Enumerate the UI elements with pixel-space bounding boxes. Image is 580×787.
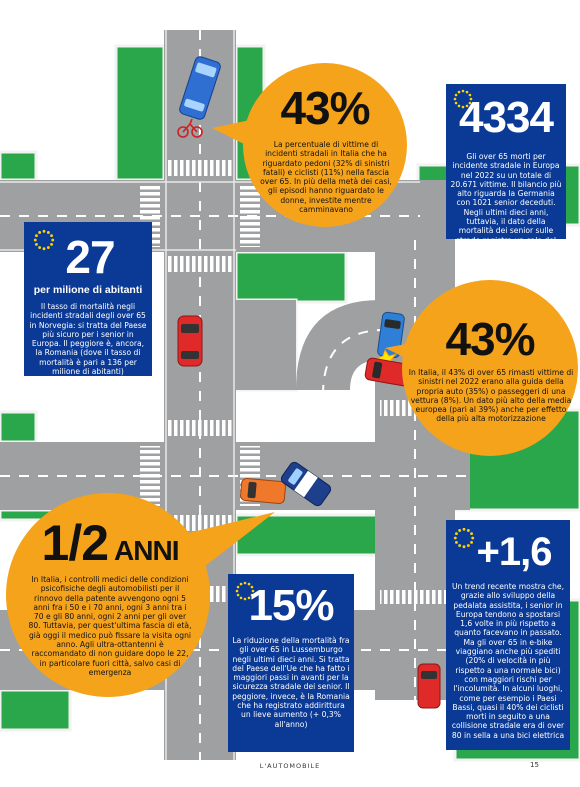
eu-star — [465, 104, 469, 108]
orange-car — [240, 478, 286, 504]
eu-star — [42, 247, 46, 251]
eu-star — [247, 596, 251, 600]
footer-page-number: 15 — [530, 761, 539, 769]
eu-star — [454, 93, 458, 97]
stat-europe-value: 4334 — [459, 93, 554, 142]
eu-star — [462, 527, 466, 531]
eu-star — [468, 93, 472, 97]
eu-stars-icon — [453, 89, 473, 109]
bicycle — [177, 118, 203, 138]
eu-star — [243, 597, 247, 601]
orange-bubbles — [6, 63, 578, 697]
stat-pedestrians-text: La percentuale di vittime di incidenti s… — [260, 140, 392, 215]
eu-star — [46, 246, 50, 249]
eu-star — [470, 540, 473, 544]
eu-star — [461, 89, 465, 93]
eu-star — [470, 532, 473, 536]
eu-star — [235, 589, 239, 593]
eu-star — [471, 536, 475, 540]
eu-star — [243, 581, 247, 585]
stat-license-unit: ANNI — [114, 535, 179, 566]
stat-ebike-value: +1,6 — [476, 530, 553, 574]
eu-star — [251, 589, 255, 593]
eu-star — [468, 101, 472, 105]
blue-van — [179, 56, 221, 120]
eu-star — [50, 234, 53, 238]
eu-star — [462, 545, 466, 549]
red-car-right — [417, 663, 441, 709]
eu-star — [46, 231, 50, 234]
stat-europe-text: Gli over 65 morti per incidente stradale… — [450, 152, 562, 254]
eu-star — [458, 529, 462, 532]
police-car — [280, 461, 332, 507]
eu-star — [455, 532, 458, 536]
eu-star — [250, 585, 254, 589]
stat-ebike-box — [446, 520, 570, 750]
stat-norway-text: Il tasso di mortalità negli incidenti st… — [29, 302, 147, 377]
stat-norway-value: 27 — [65, 231, 115, 283]
stat-drivers-value: 43% — [445, 313, 535, 365]
stat-norway-subtitle: per milione di abitanti — [33, 284, 143, 296]
eu-star — [466, 544, 470, 547]
stat-ebike-text: Un trend recente mostra che, grazie allo… — [451, 582, 565, 740]
eu-star — [457, 104, 461, 108]
stat-luxembourg-value: 15% — [248, 581, 334, 630]
stat-drivers-text: In Italia, il 43% di over 65 rimasti vit… — [408, 368, 574, 424]
stat-norway-box — [24, 222, 152, 376]
eu-star — [247, 582, 251, 586]
eu-star — [455, 540, 458, 544]
eu-stars-icon — [453, 527, 475, 549]
eu-star — [38, 231, 42, 234]
eu-star — [457, 90, 461, 94]
eu-star — [42, 229, 46, 233]
eu-star — [35, 242, 38, 246]
eu-star — [33, 238, 37, 242]
eu-stars-icon — [33, 229, 55, 251]
eu-star — [250, 593, 254, 597]
eu-star — [236, 593, 240, 597]
eu-star — [51, 238, 55, 242]
stat-europe-box — [446, 84, 566, 239]
eu-stars-icon — [235, 581, 255, 601]
stat-luxembourg-text: La riduzione della mortalità fra gli ove… — [232, 636, 350, 729]
eu-star — [453, 97, 457, 101]
eu-star — [454, 101, 458, 105]
eu-star — [38, 246, 42, 249]
eu-star — [50, 242, 53, 246]
eu-star — [458, 544, 462, 547]
eu-star — [465, 90, 469, 94]
eu-star — [35, 234, 38, 238]
red-car-left — [177, 315, 203, 367]
eu-star — [466, 529, 470, 532]
stat-license-value: 1/2 ANNI — [40, 518, 180, 568]
stat-pedestrians-value: 43% — [280, 82, 370, 134]
eu-star — [239, 596, 243, 600]
footer-magazine-name: L'AUTOMOBILE — [259, 762, 321, 770]
stat-luxembourg-box — [228, 574, 354, 752]
eu-star — [236, 585, 240, 589]
eu-star — [461, 105, 465, 109]
stat-license-text: In Italia, i controlli medici delle cond… — [28, 575, 192, 677]
stat-license-number: 1/2 — [41, 515, 110, 571]
eu-star — [239, 582, 243, 586]
eu-star — [469, 97, 473, 101]
eu-star — [453, 536, 457, 540]
